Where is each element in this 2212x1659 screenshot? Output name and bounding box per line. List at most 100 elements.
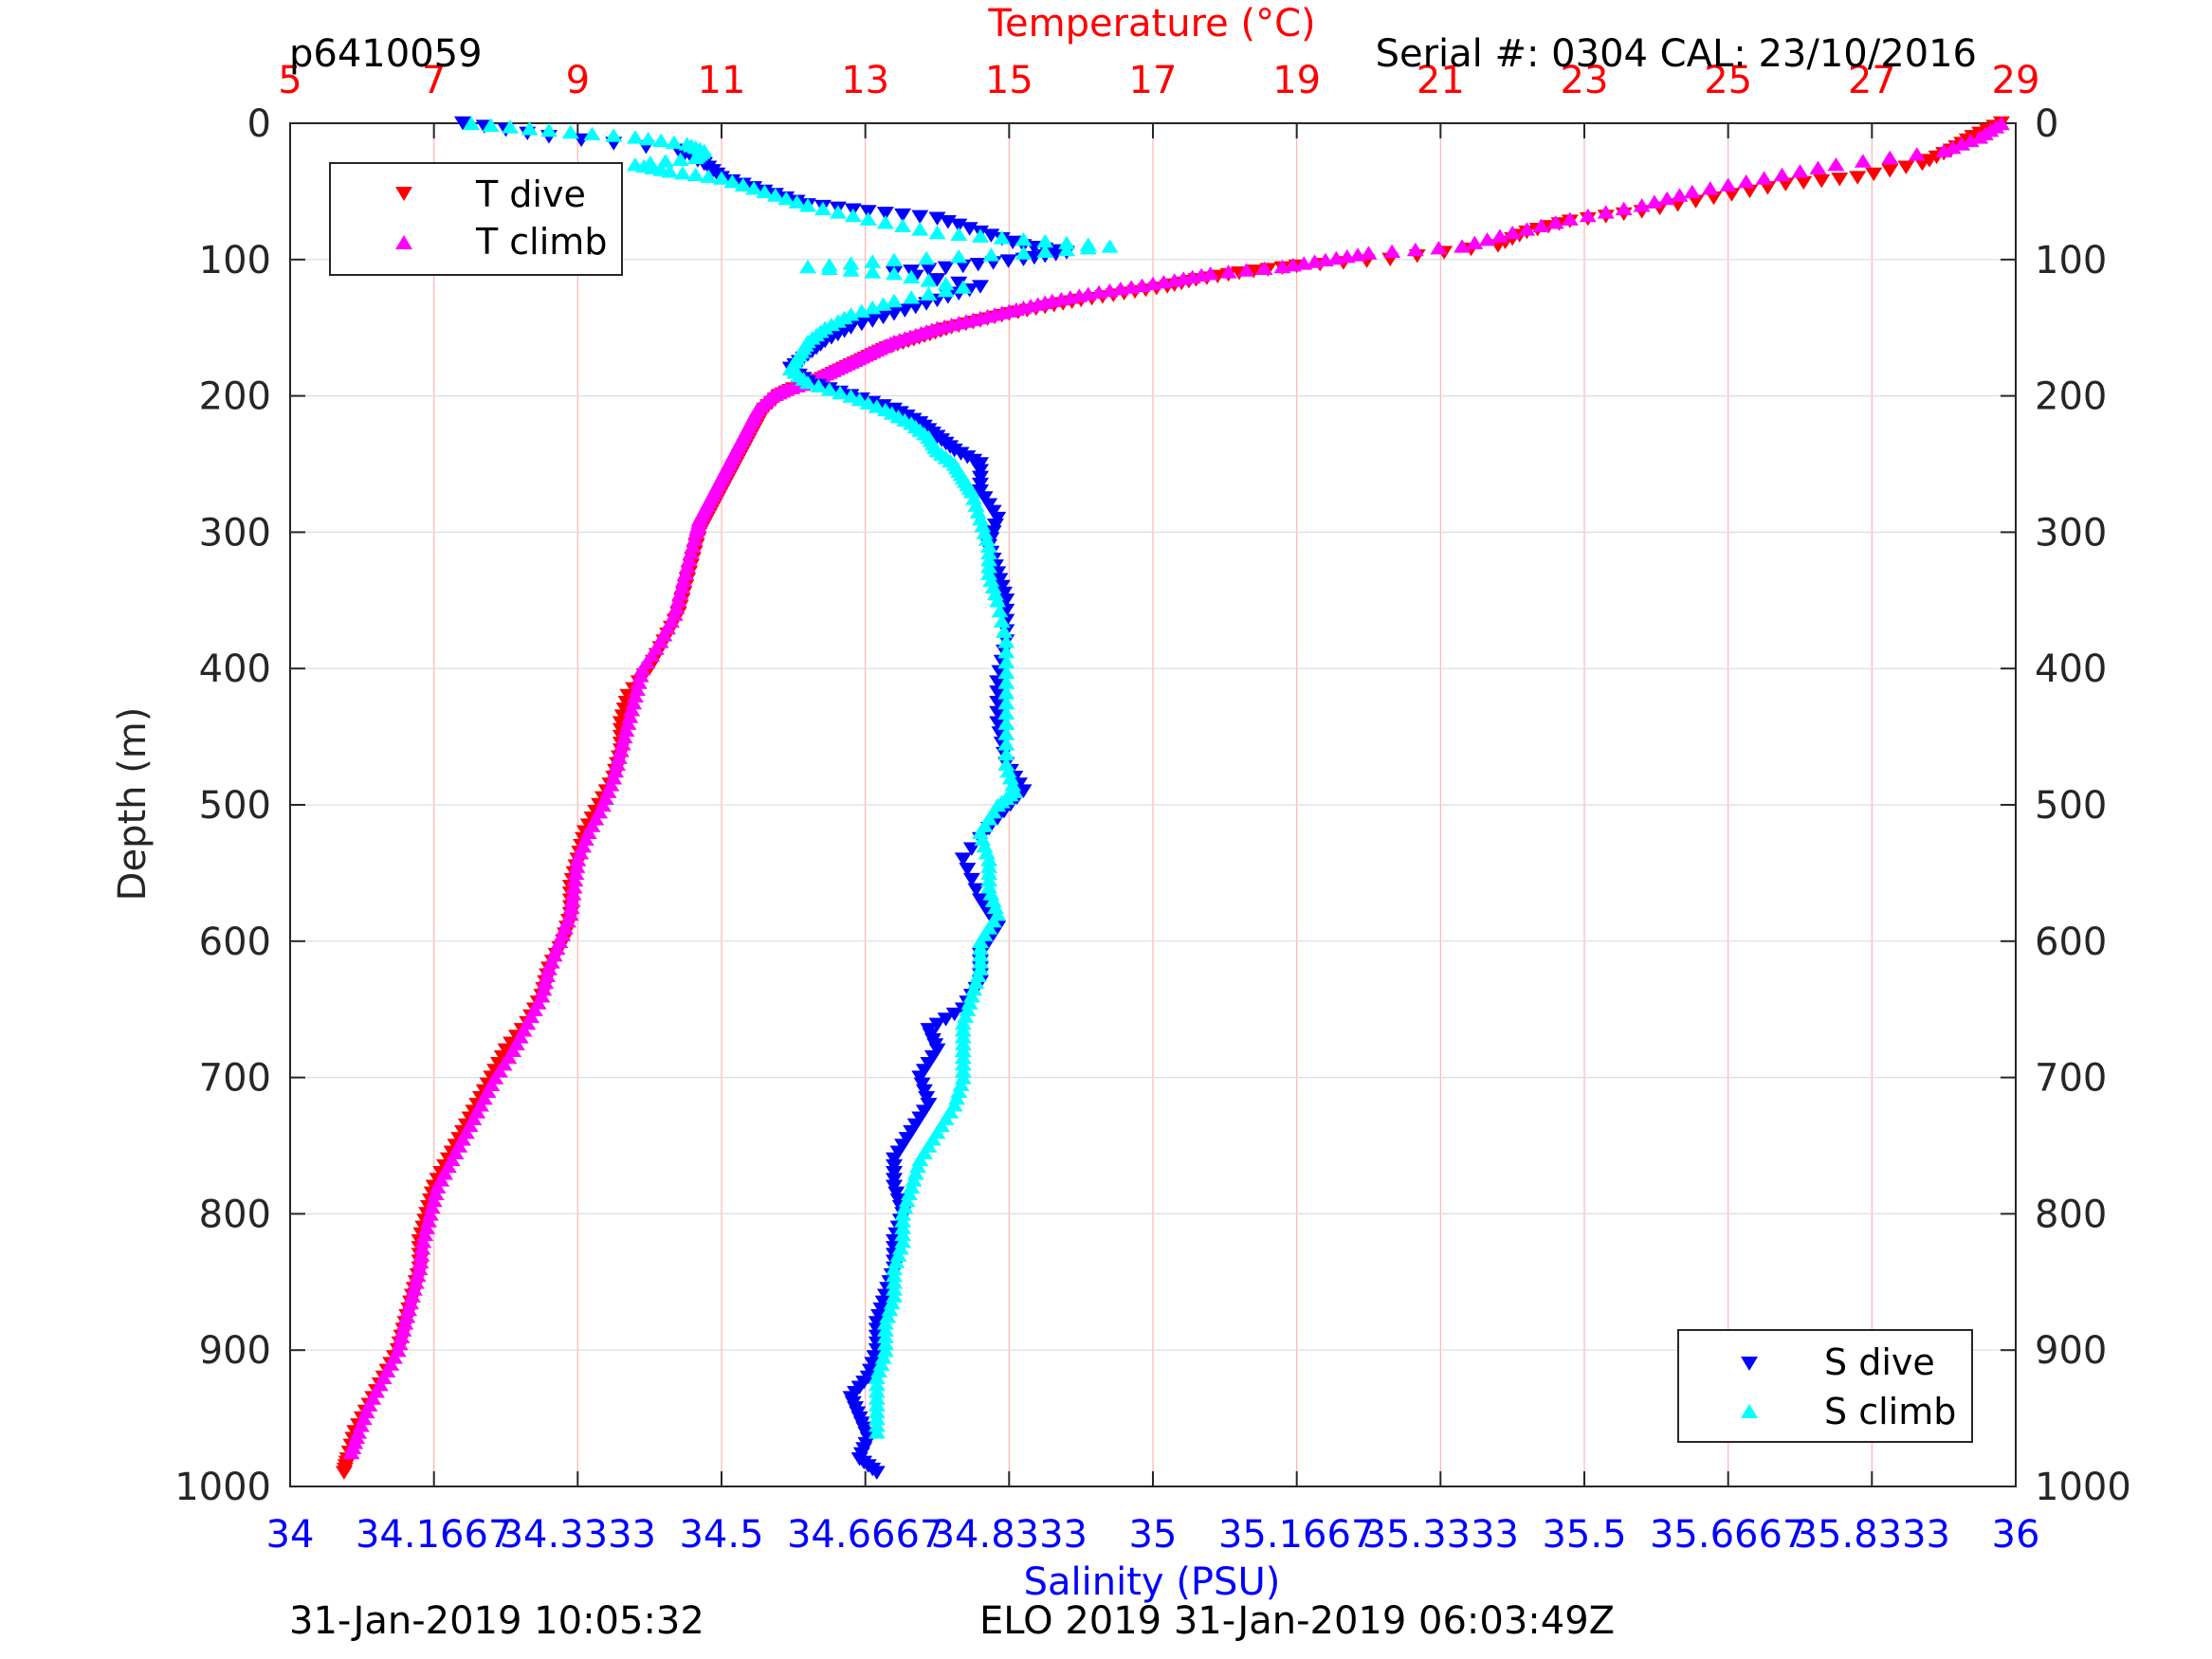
salinity-tick-label: 35.5: [1542, 1513, 1626, 1557]
data-point: [745, 181, 763, 195]
data-point: [997, 685, 1015, 700]
data-point: [617, 722, 635, 738]
data-point: [868, 1466, 886, 1480]
salinity-tick-label: 34: [266, 1513, 315, 1557]
data-point: [1935, 143, 1953, 157]
data-point: [969, 257, 987, 272]
temperature-tick-label: 27: [1848, 59, 1896, 102]
data-point: [997, 665, 1015, 679]
data-point: [1327, 250, 1345, 265]
data-point: [669, 593, 687, 608]
data-point: [1155, 274, 1173, 289]
data-point: [991, 603, 1009, 618]
data-point: [799, 198, 816, 212]
data-point: [463, 116, 481, 131]
data-point: [832, 385, 850, 400]
temperature-tick-label: 7: [422, 59, 446, 102]
depth-tick-label: 400: [2035, 647, 2107, 691]
data-point: [610, 750, 628, 764]
data-point: [665, 135, 683, 149]
data-point: [1406, 242, 1424, 257]
data-point: [393, 1329, 411, 1344]
data-point: [1597, 205, 1615, 219]
data-point: [1295, 256, 1313, 270]
data-point: [612, 743, 630, 757]
depth-tick-label: 100: [199, 239, 271, 283]
temperature-tick-label: 25: [1704, 59, 1752, 102]
data-point: [1944, 139, 1962, 155]
data-point: [605, 128, 623, 142]
footer-deployment-info: ELO 2019 31-Jan-2019 06:03:49Z: [979, 1599, 1615, 1643]
data-point: [886, 252, 903, 266]
data-point: [868, 399, 886, 413]
salinity-tick-label: 35: [1129, 1513, 1178, 1557]
s-climb-legend-marker: [1741, 1404, 1758, 1418]
data-point: [521, 121, 539, 136]
data-point: [1908, 147, 1926, 161]
data-point: [950, 227, 968, 242]
data-point: [859, 395, 877, 410]
data-point: [535, 981, 553, 996]
salinity-legend-box: [1677, 1329, 1973, 1443]
data-point: [788, 194, 806, 209]
depth-tick-label: 400: [199, 647, 271, 691]
data-point: [684, 538, 702, 553]
depth-tick-label: 0: [247, 102, 271, 146]
data-point: [1881, 164, 1899, 178]
data-point: [402, 1295, 420, 1310]
salinity-tick-label: 35.3333: [1362, 1513, 1519, 1557]
data-point: [673, 579, 691, 594]
data-point: [864, 254, 882, 268]
data-point: [400, 1302, 418, 1317]
data-point: [959, 863, 977, 877]
data-point: [894, 208, 912, 223]
data-point: [405, 1282, 423, 1296]
depth-tick-label: 700: [199, 1057, 271, 1101]
data-point: [829, 205, 847, 219]
data-point: [993, 613, 1011, 629]
data-point: [412, 1248, 430, 1262]
depth-tick-label: 200: [2035, 375, 2107, 419]
data-point: [1101, 283, 1119, 298]
salinity-tick-label: 35.1667: [1218, 1513, 1375, 1557]
data-point: [903, 269, 921, 283]
depth-tick-label: 100: [2035, 239, 2107, 283]
data-point: [937, 1012, 955, 1027]
data-point: [1671, 188, 1689, 202]
data-point: [1036, 244, 1054, 259]
data-point: [950, 249, 968, 264]
data-point: [661, 164, 679, 178]
salinity-legend: S dive S climb: [1677, 1329, 1973, 1443]
data-point: [411, 1261, 429, 1276]
depth-tick-label: 900: [199, 1329, 271, 1373]
depth-tick-label: 900: [2035, 1329, 2107, 1373]
salinity-tick-label: 34.6667: [787, 1513, 943, 1557]
data-point: [1791, 164, 1809, 178]
data-point: [1579, 208, 1597, 223]
data-point: [777, 191, 795, 206]
data-point: [454, 116, 471, 131]
data-point: [920, 286, 938, 301]
data-point: [1133, 278, 1151, 292]
temperature-legend-box: [329, 162, 623, 276]
depth-tick-label: 800: [199, 1193, 271, 1236]
data-point: [962, 872, 980, 887]
data-point: [678, 559, 696, 574]
data-point: [894, 218, 912, 233]
data-point: [567, 866, 585, 881]
data-point: [1090, 284, 1108, 300]
temperature-tick-label: 5: [278, 59, 302, 102]
data-point: [954, 852, 972, 866]
data-point: [859, 211, 877, 226]
temperature-tick-label: 15: [985, 59, 1033, 102]
data-point: [814, 201, 832, 216]
data-point: [1813, 173, 1831, 189]
data-point: [876, 207, 894, 221]
data-series: [335, 116, 2010, 1480]
data-point: [686, 150, 704, 165]
data-point: [799, 375, 816, 390]
data-point: [652, 133, 670, 148]
salinity-tick-label: 35.6667: [1650, 1513, 1806, 1557]
depth-tick-label: 0: [2035, 102, 2058, 146]
